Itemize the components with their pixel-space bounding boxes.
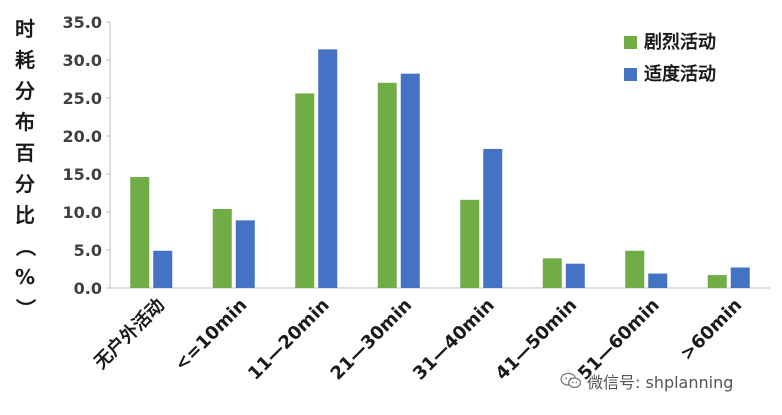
y-axis-label-char: % [14, 265, 36, 289]
bar-moderate [730, 267, 750, 288]
bar-moderate [400, 73, 420, 289]
legend-swatch [624, 68, 637, 81]
y-axis-label-char: 分 [15, 79, 35, 103]
bar-moderate [565, 263, 585, 288]
bar-vigorous [625, 250, 645, 288]
y-tick-label: 5.0 [74, 241, 102, 260]
bar-moderate [153, 250, 173, 288]
bar-moderate [648, 273, 668, 288]
bar-moderate [318, 49, 338, 288]
bar-vigorous [542, 258, 562, 288]
y-tick-label: 35.0 [63, 13, 102, 32]
watermark-text: 微信号: shplanning [587, 373, 734, 392]
legend-label: 剧烈活动 [644, 31, 716, 53]
y-axis-label-char: 百 [15, 141, 35, 165]
y-tick-label: 20.0 [63, 127, 102, 146]
y-tick-label: 25.0 [63, 89, 102, 108]
x-tick-label: 31—40min [409, 295, 499, 385]
bar-vigorous [460, 199, 480, 288]
y-axis-label-char: 分 [15, 172, 35, 196]
y-axis-label-char: 布 [15, 110, 35, 134]
y-tick-label: 30.0 [63, 51, 102, 70]
y-axis-label-char: 比 [15, 203, 35, 227]
legend-swatch [624, 36, 637, 49]
bars [130, 49, 750, 289]
x-tick-label: >60min [676, 295, 746, 365]
bar-vigorous [212, 208, 232, 288]
y-axis: 0.0 5.0 10.0 15.0 20.0 25.0 30.0 35.0 [63, 13, 111, 298]
bar-moderate [483, 148, 503, 288]
bar-vigorous [707, 275, 727, 288]
bar-vigorous [295, 93, 315, 288]
y-axis-label-char: ） [13, 298, 38, 319]
x-tick-label: 11—20min [244, 295, 334, 385]
bar-vigorous [377, 82, 397, 288]
x-tick-label: 21—30min [327, 295, 417, 385]
y-tick-label: 10.0 [63, 203, 102, 222]
y-axis-label: 时耗分布百分比（%） [10, 14, 40, 324]
bar-moderate [235, 220, 255, 288]
wechat-icon [560, 372, 582, 389]
y-tick-label: 0.0 [74, 279, 102, 298]
y-tick-label: 15.0 [63, 165, 102, 184]
y-axis-label-char: （ [13, 236, 38, 257]
x-tick-label: 无户外活动 [90, 294, 169, 373]
x-tick-label: <=10min [171, 295, 252, 376]
y-axis-label-char: 耗 [15, 48, 35, 72]
y-axis-label-char: 时 [15, 17, 35, 41]
watermark: 微信号: shplanning [560, 370, 733, 392]
bar-vigorous [130, 177, 150, 288]
legend-label: 适度活动 [644, 63, 716, 85]
